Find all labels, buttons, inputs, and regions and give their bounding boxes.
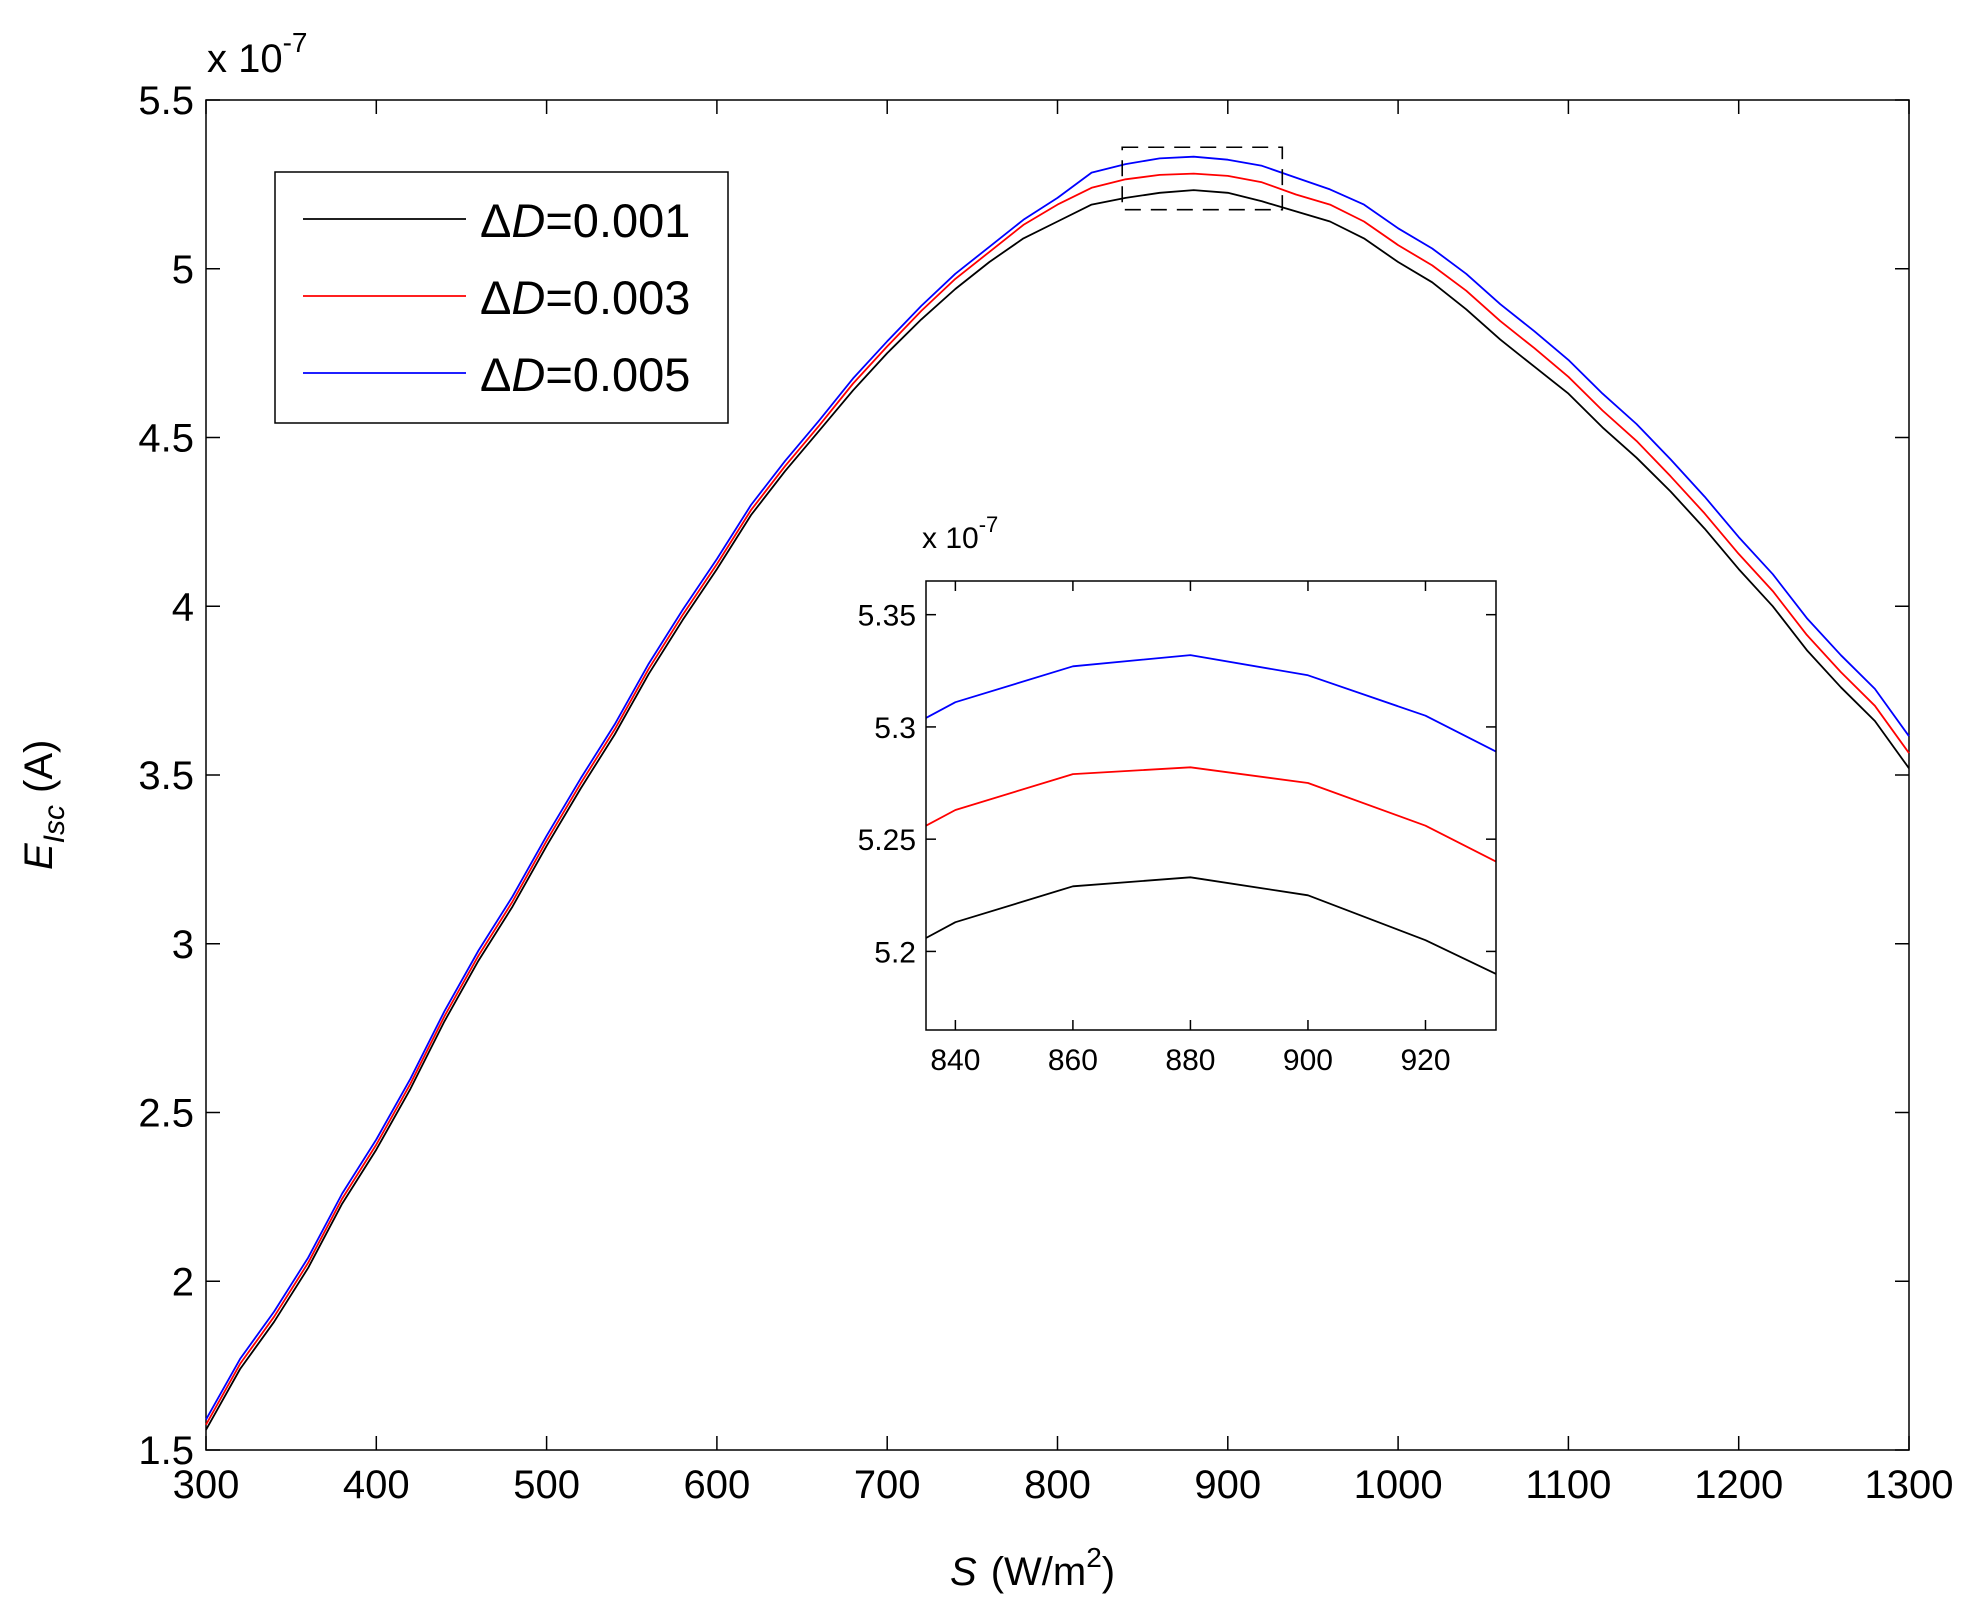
main-series-group — [205, 155, 1910, 1431]
inset-plot: 840 860 880 900 920 5.2 5.25 5.3 5.35 x 10-7 — [858, 512, 1497, 1077]
main-y-axis: 1.5 2 2.5 3 3.5 4 4.5 5 5.5 — [138, 79, 1909, 1473]
inset-y-tick-label: 5.35 — [858, 600, 916, 633]
inset-series-line-0 — [925, 876, 1497, 975]
main-x-axis-label: S (W/m2) — [950, 1542, 1115, 1594]
main-x-tick-label: 300 — [173, 1463, 240, 1507]
main-x-tick-label: 400 — [343, 1463, 410, 1507]
main-y-tick-label: 2 — [172, 1260, 194, 1304]
inset-x-tick-label: 920 — [1400, 1044, 1450, 1077]
legend-item: ΔD=0.003 — [303, 271, 690, 324]
inset-series-line-2 — [925, 654, 1497, 753]
main-x-tick-label: 900 — [1194, 1463, 1261, 1507]
main-series-line-0 — [205, 189, 1910, 1431]
inset-y-tick-label: 5.25 — [858, 824, 916, 857]
legend-label-0: ΔD=0.001 — [480, 194, 690, 247]
legend: ΔD=0.001 ΔD=0.003 ΔD=0.005 — [274, 171, 729, 424]
main-x-tick-label: 1100 — [1525, 1463, 1611, 1507]
inset-background — [926, 581, 1496, 1030]
inset-x-tick-label: 880 — [1165, 1044, 1215, 1077]
inset-x-axis: 840 860 880 900 920 — [930, 581, 1451, 1077]
main-y-tick-label: 1.5 — [138, 1429, 194, 1473]
main-x-tick-label: 1300 — [1865, 1463, 1954, 1507]
main-y-tick-label: 3.5 — [138, 754, 194, 798]
main-x-tick-label: 700 — [854, 1463, 921, 1507]
main-y-axis-label: EIsc(A) — [17, 740, 71, 870]
main-y-tick-label: 2.5 — [138, 1092, 194, 1136]
inset-y-multiplier: x 10-7 — [922, 512, 998, 555]
main-y-multiplier: x 10-7 — [207, 27, 308, 81]
inset-series-line-1 — [925, 766, 1497, 863]
inset-series-group — [925, 654, 1497, 975]
legend-label-1: ΔD=0.003 — [480, 271, 690, 324]
inset-x-tick-label: 860 — [1048, 1044, 1098, 1077]
main-y-tick-label: 4.5 — [138, 417, 194, 461]
zoom-region-box — [1121, 146, 1284, 211]
legend-box — [274, 171, 729, 424]
main-x-tick-label: 500 — [513, 1463, 580, 1507]
main-series-line-2 — [205, 155, 1910, 1421]
inset-y-tick-label: 5.3 — [874, 712, 916, 745]
inset-y-tick-label: 5.2 — [874, 936, 916, 969]
main-x-tick-label: 600 — [684, 1463, 751, 1507]
inset-plot-frame — [925, 580, 1497, 1031]
main-series-line-1 — [205, 172, 1910, 1426]
legend-item: ΔD=0.001 — [303, 194, 690, 247]
main-x-axis: 300 400 500 600 700 800 900 1000 1100 1200 1300 — [173, 100, 1954, 1507]
main-y-tick-label: 3 — [172, 923, 194, 967]
legend-label-2: ΔD=0.005 — [480, 348, 690, 401]
main-y-tick-label: 5 — [172, 248, 194, 292]
inset-x-tick-label: 840 — [930, 1044, 980, 1077]
main-x-tick-label: 800 — [1024, 1463, 1091, 1507]
main-x-tick-label: 1200 — [1694, 1463, 1783, 1507]
inset-y-axis: 5.2 5.25 5.3 5.35 — [858, 600, 1496, 969]
legend-item: ΔD=0.005 — [303, 348, 690, 401]
main-x-tick-label: 1000 — [1354, 1463, 1443, 1507]
inset-x-tick-label: 900 — [1283, 1044, 1333, 1077]
main-y-tick-label: 5.5 — [138, 79, 194, 123]
main-y-tick-label: 4 — [172, 585, 194, 629]
main-plot: 300 400 500 600 700 800 900 1000 1100 1200 1300 1.… — [17, 27, 1953, 1594]
